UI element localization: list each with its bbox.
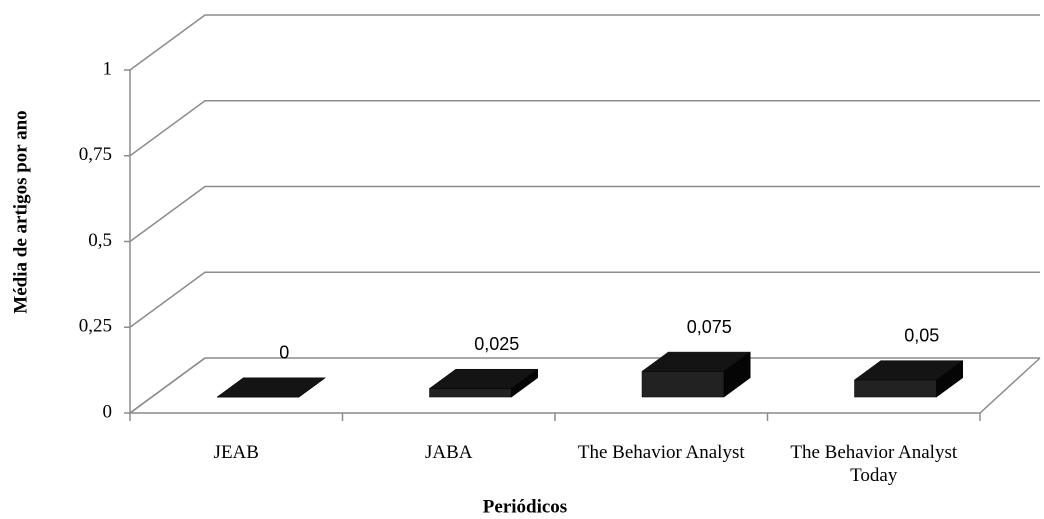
bar bbox=[216, 377, 327, 398]
grid-line bbox=[129, 357, 1040, 414]
y-tick-label: 0,75 bbox=[79, 144, 112, 165]
y-tick-label: 0,25 bbox=[79, 316, 112, 337]
value-label: 0,075 bbox=[687, 317, 732, 337]
x-tick-label: The Behavior Analyst Today bbox=[790, 442, 958, 486]
value-label: 0 bbox=[279, 343, 289, 363]
x-tick-label: JABA bbox=[424, 442, 473, 463]
bar-side bbox=[723, 351, 751, 398]
grid-line bbox=[129, 271, 1040, 328]
bar bbox=[428, 368, 539, 398]
bar bbox=[641, 351, 752, 398]
value-label: 0,025 bbox=[474, 334, 519, 354]
bar-front bbox=[429, 388, 512, 398]
y-tick-label: 0,5 bbox=[88, 230, 112, 251]
bar-front bbox=[641, 371, 725, 398]
y-tick-label: 1 bbox=[103, 58, 113, 79]
bar-side bbox=[511, 368, 538, 398]
bar-front bbox=[854, 379, 937, 398]
y-tick-label: 0 bbox=[103, 401, 113, 422]
x-tick-label: The Behavior Analyst bbox=[577, 442, 745, 463]
x-tick-label: JEAB bbox=[213, 442, 259, 463]
bar-side bbox=[936, 360, 963, 398]
value-label: 0,05 bbox=[904, 325, 939, 345]
grid-line bbox=[129, 185, 1040, 243]
bar-side bbox=[298, 377, 326, 398]
bar bbox=[853, 360, 964, 398]
bar-top bbox=[216, 377, 327, 398]
grid-line bbox=[129, 14, 1040, 71]
x-axis-title: Periódicos bbox=[483, 496, 567, 517]
y-axis-title: Média de artigos por ano bbox=[10, 110, 31, 313]
grid-line bbox=[129, 100, 1040, 157]
